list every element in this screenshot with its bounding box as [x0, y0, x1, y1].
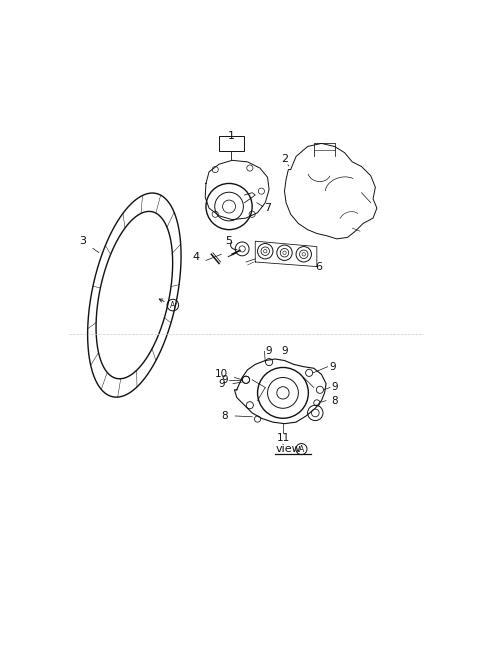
Text: view: view: [275, 444, 301, 454]
Text: 9: 9: [331, 382, 338, 392]
Text: A: A: [299, 445, 304, 453]
Bar: [219, 136, 244, 151]
Text: 9: 9: [281, 346, 288, 356]
Text: 1: 1: [228, 131, 235, 140]
Text: 2: 2: [281, 154, 288, 164]
Text: A: A: [170, 300, 176, 310]
Text: 9: 9: [266, 346, 273, 356]
Text: 5: 5: [226, 236, 232, 246]
Text: 10: 10: [215, 369, 228, 379]
Text: 4: 4: [192, 252, 200, 262]
Text: 8: 8: [221, 411, 228, 421]
Text: 9: 9: [218, 379, 225, 388]
Text: 3: 3: [79, 236, 86, 246]
Text: 9: 9: [221, 375, 228, 385]
Text: 7: 7: [264, 203, 271, 213]
Text: 9: 9: [329, 361, 336, 372]
Text: 6: 6: [316, 262, 323, 272]
Text: 11: 11: [276, 432, 289, 443]
Text: 8: 8: [331, 396, 338, 405]
